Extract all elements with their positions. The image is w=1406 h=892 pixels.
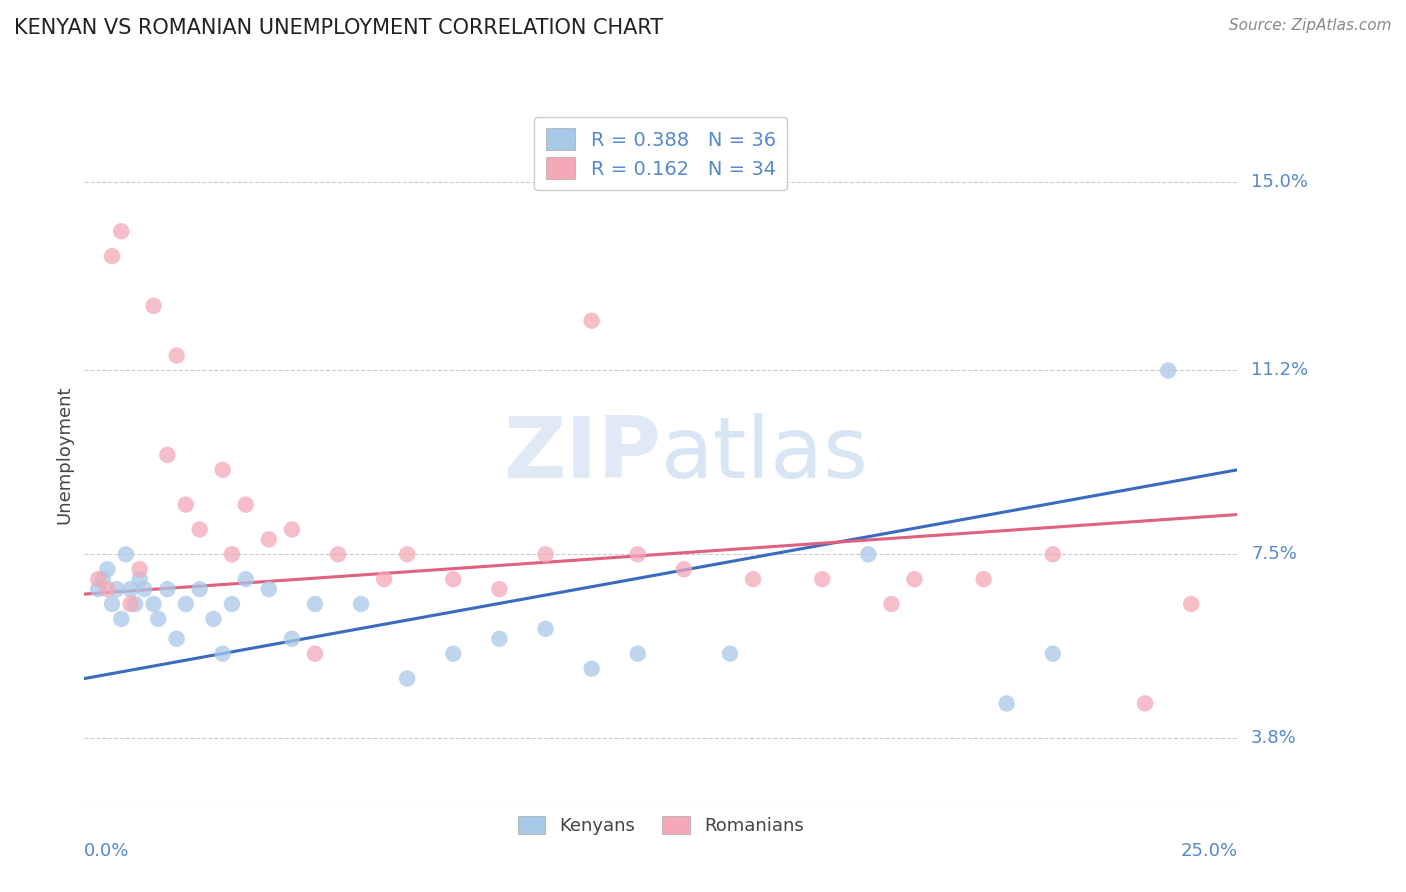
Kenyans <box>627 647 650 661</box>
Romanians <box>156 448 179 462</box>
Text: ZIP: ZIP <box>503 413 661 497</box>
Text: atlas: atlas <box>661 413 869 497</box>
Kenyans <box>120 582 142 596</box>
Romanians <box>110 224 132 238</box>
Romanians <box>96 582 118 596</box>
Romanians <box>120 597 142 611</box>
Kenyans <box>581 662 603 676</box>
Romanians <box>166 349 188 363</box>
Romanians <box>304 647 326 661</box>
Romanians <box>672 562 695 576</box>
Kenyans <box>110 612 132 626</box>
Romanians <box>488 582 510 596</box>
Romanians <box>326 547 349 561</box>
Romanians <box>188 523 211 537</box>
Kenyans <box>350 597 373 611</box>
Kenyans <box>202 612 225 626</box>
Romanians <box>534 547 557 561</box>
Romanians <box>742 572 765 586</box>
Kenyans <box>128 572 150 586</box>
Romanians <box>627 547 650 561</box>
Kenyans <box>146 612 169 626</box>
Romanians <box>221 547 243 561</box>
Legend: Kenyans, Romanians: Kenyans, Romanians <box>510 809 811 842</box>
Romanians <box>235 498 257 512</box>
Text: Source: ZipAtlas.com: Source: ZipAtlas.com <box>1229 18 1392 33</box>
Kenyans <box>1042 647 1064 661</box>
Kenyans <box>115 547 138 561</box>
Text: 7.5%: 7.5% <box>1251 545 1298 564</box>
Kenyans <box>534 622 557 636</box>
Kenyans <box>718 647 741 661</box>
Romanians <box>1180 597 1202 611</box>
Romanians <box>281 523 304 537</box>
Y-axis label: Unemployment: Unemployment <box>55 385 73 524</box>
Kenyans <box>96 562 118 576</box>
Romanians <box>87 572 110 586</box>
Kenyans <box>105 582 128 596</box>
Kenyans <box>281 632 304 646</box>
Kenyans <box>396 672 419 686</box>
Kenyans <box>441 647 464 661</box>
Kenyans <box>166 632 188 646</box>
Text: 0.0%: 0.0% <box>84 842 129 860</box>
Kenyans <box>488 632 510 646</box>
Kenyans <box>221 597 243 611</box>
Romanians <box>211 463 233 477</box>
Romanians <box>1133 697 1156 711</box>
Kenyans <box>211 647 233 661</box>
Text: 25.0%: 25.0% <box>1180 842 1237 860</box>
Romanians <box>811 572 834 586</box>
Kenyans <box>188 582 211 596</box>
Romanians <box>441 572 464 586</box>
Romanians <box>973 572 995 586</box>
Kenyans <box>1157 363 1180 377</box>
Kenyans <box>142 597 165 611</box>
Kenyans <box>124 597 146 611</box>
Kenyans <box>174 597 197 611</box>
Kenyans <box>995 697 1018 711</box>
Romanians <box>903 572 925 586</box>
Romanians <box>880 597 903 611</box>
Kenyans <box>304 597 326 611</box>
Text: 11.2%: 11.2% <box>1251 361 1309 379</box>
Kenyans <box>156 582 179 596</box>
Kenyans <box>235 572 257 586</box>
Romanians <box>101 249 124 263</box>
Romanians <box>581 314 603 328</box>
Romanians <box>396 547 419 561</box>
Romanians <box>174 498 197 512</box>
Kenyans <box>101 597 124 611</box>
Romanians <box>257 533 280 547</box>
Text: 3.8%: 3.8% <box>1251 729 1296 747</box>
Text: 15.0%: 15.0% <box>1251 172 1308 191</box>
Romanians <box>142 299 165 313</box>
Kenyans <box>87 582 110 596</box>
Romanians <box>373 572 395 586</box>
Romanians <box>1042 547 1064 561</box>
Kenyans <box>91 572 114 586</box>
Text: KENYAN VS ROMANIAN UNEMPLOYMENT CORRELATION CHART: KENYAN VS ROMANIAN UNEMPLOYMENT CORRELAT… <box>14 18 664 37</box>
Kenyans <box>257 582 280 596</box>
Kenyans <box>858 547 880 561</box>
Romanians <box>128 562 150 576</box>
Kenyans <box>134 582 156 596</box>
